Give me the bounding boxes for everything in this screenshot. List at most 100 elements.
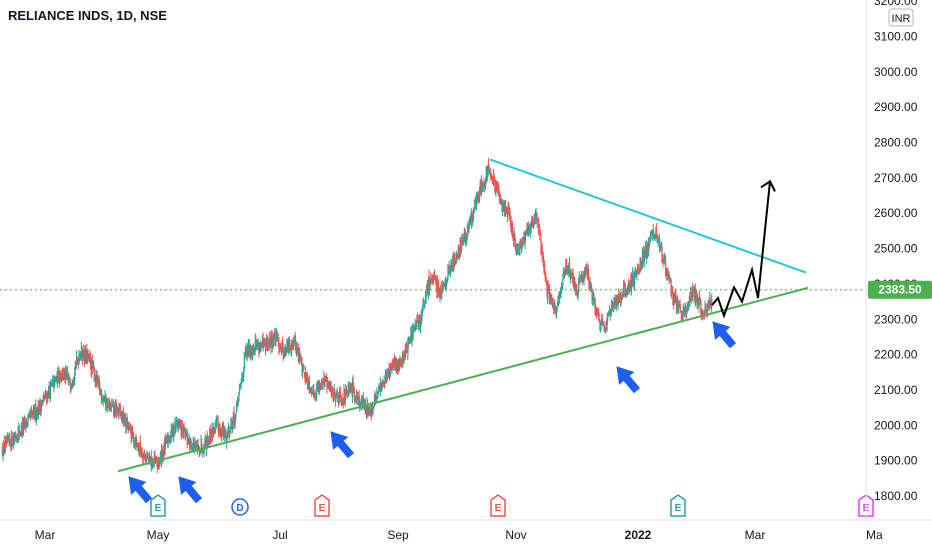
- candle: [3, 435, 5, 453]
- candle: [463, 239, 465, 245]
- candle: [511, 220, 514, 238]
- candle: [579, 280, 581, 285]
- candle: [679, 299, 681, 314]
- candle: [649, 236, 651, 248]
- candle: [547, 280, 549, 305]
- candle: [325, 372, 328, 382]
- price-scale[interactable]: 1800.00 1900.00 2000.00 2100.00 2200.00 2300.…: [874, 0, 918, 503]
- candle: [711, 293, 713, 313]
- candle: [558, 294, 560, 307]
- candle: [607, 311, 610, 317]
- candle: [478, 186, 481, 203]
- price-tick-label: 3000.00: [874, 65, 918, 79]
- projection-path[interactable]: [711, 181, 771, 319]
- time-scale[interactable]: Mar May Jul Sep Nov 2022 Mar Ma: [35, 528, 883, 542]
- candle: [181, 420, 184, 429]
- earnings-marker[interactable]: E: [670, 494, 686, 517]
- candle: [35, 411, 38, 426]
- price-tick-label: 3200.00: [874, 0, 918, 8]
- support-touch-arrow: [616, 366, 641, 394]
- candle: [472, 207, 475, 223]
- candle: [606, 313, 608, 332]
- support-trendline[interactable]: [117, 286, 809, 473]
- candle: [689, 292, 691, 308]
- candle: [294, 331, 297, 351]
- time-tick-label: Jul: [272, 528, 287, 542]
- candle: [602, 321, 604, 328]
- candle: [358, 390, 360, 407]
- candle: [118, 402, 120, 420]
- candle: [214, 422, 216, 435]
- price-tick-label: 2700.00: [874, 171, 918, 185]
- candle: [4, 435, 7, 453]
- candle: [461, 234, 463, 251]
- candle: [421, 305, 424, 317]
- projection-arrowhead: [760, 179, 776, 192]
- candle: [509, 207, 511, 222]
- candle: [238, 392, 240, 403]
- candle: [141, 446, 143, 459]
- candle: [353, 386, 356, 402]
- dividend-marker[interactable]: D: [231, 498, 249, 516]
- candle: [133, 432, 135, 449]
- svg-text:E: E: [155, 503, 162, 514]
- price-tick-label: 2300.00: [874, 312, 918, 326]
- candle: [209, 424, 211, 444]
- candle: [131, 425, 134, 436]
- resistance-trendline[interactable]: [489, 158, 807, 274]
- candle: [362, 392, 365, 408]
- earnings-marker[interactable]: E: [490, 494, 506, 517]
- candle: [27, 414, 29, 428]
- candle: [2, 451, 4, 462]
- candle: [406, 341, 408, 354]
- candle: [522, 236, 525, 247]
- candle: [30, 408, 32, 419]
- candle: [668, 271, 670, 285]
- candle: [378, 383, 380, 391]
- candle: [18, 424, 21, 441]
- candle: [556, 306, 558, 319]
- candle: [578, 277, 580, 293]
- candle: [685, 302, 687, 313]
- candle: [187, 438, 189, 446]
- candle: [415, 319, 418, 330]
- candle: [705, 303, 708, 313]
- candle: [243, 351, 246, 372]
- svg-text:E: E: [495, 503, 502, 514]
- candle: [341, 393, 343, 406]
- candle: [435, 275, 438, 293]
- candle: [525, 228, 528, 236]
- plot-area: EDEEEE: [0, 157, 874, 517]
- candle: [438, 285, 440, 297]
- price-tick-label: 2800.00: [874, 136, 918, 150]
- candle: [413, 324, 415, 333]
- price-tick-label: 2200.00: [874, 348, 918, 362]
- candle: [240, 378, 242, 390]
- candle: [60, 371, 62, 381]
- candle: [422, 299, 424, 312]
- candle: [519, 240, 521, 256]
- candle: [620, 295, 622, 305]
- candle: [306, 372, 309, 390]
- price-tick-label: 1900.00: [874, 454, 918, 468]
- time-tick-label: Mar: [35, 528, 56, 542]
- currency-label: INR: [892, 13, 911, 25]
- price-tick-label: 2000.00: [874, 418, 918, 432]
- candle: [653, 232, 655, 241]
- earnings-marker[interactable]: E: [314, 494, 330, 517]
- candle: [9, 433, 11, 445]
- candle: [110, 404, 112, 413]
- candle: [384, 369, 387, 384]
- candle: [500, 194, 502, 205]
- candle: [288, 336, 291, 351]
- candle: [680, 310, 682, 313]
- candle: [587, 264, 590, 280]
- candle: [605, 321, 607, 333]
- earnings-marker[interactable]: E: [150, 494, 166, 517]
- candle: [460, 236, 462, 258]
- candle: [444, 276, 447, 291]
- candle: [12, 432, 15, 450]
- candle: [373, 405, 375, 410]
- candle: [598, 313, 601, 323]
